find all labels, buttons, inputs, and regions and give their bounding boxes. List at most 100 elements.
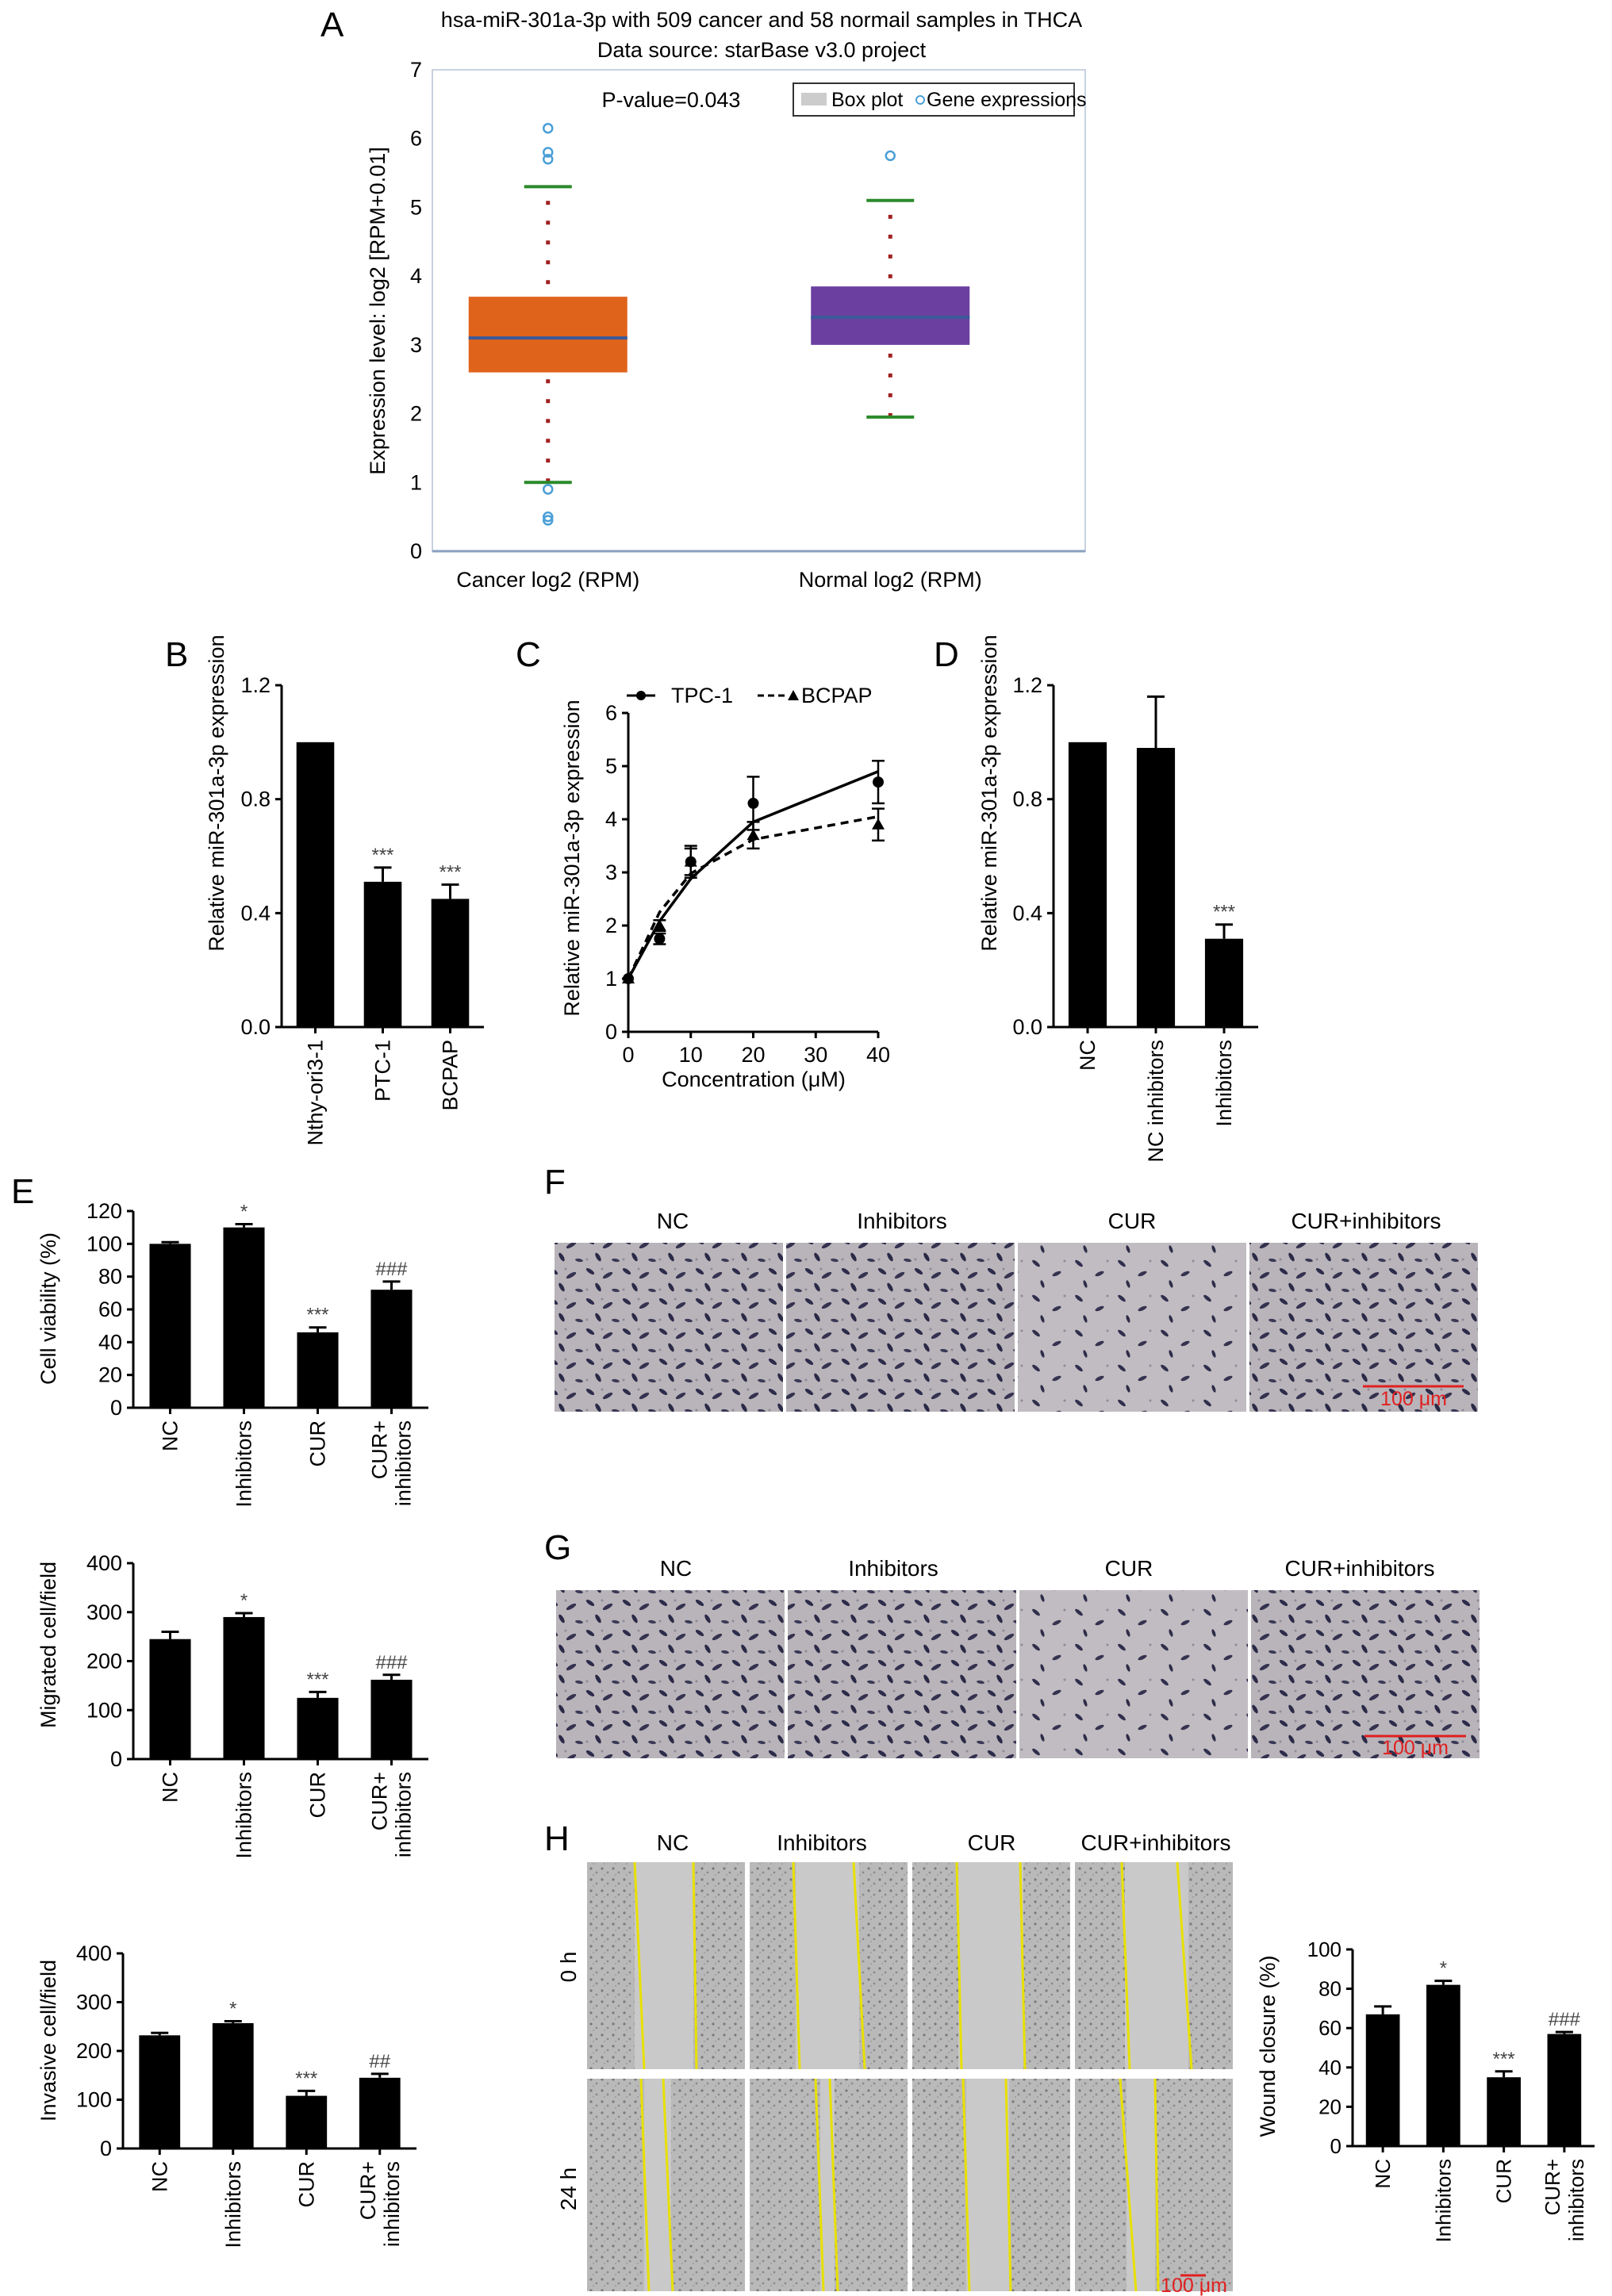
bcpap-point xyxy=(872,818,885,830)
legend-box-swatch xyxy=(801,93,827,105)
chart-e1-ylabel: Cell viability (%) xyxy=(36,1232,60,1385)
g-image-cur-inhibitors xyxy=(1251,1590,1480,1758)
significance-label: ## xyxy=(369,2051,390,2072)
chart-a-y-axis: 0 1 2 3 4 5 6 7 xyxy=(410,58,1085,563)
bar xyxy=(431,899,470,1027)
outlier-point xyxy=(543,515,554,526)
bar xyxy=(1068,742,1107,1027)
y-tick-label: 6 xyxy=(410,127,422,151)
bar xyxy=(1365,2014,1400,2146)
y-tick-label: 0.4 xyxy=(240,901,271,925)
y-tick-label: 0 xyxy=(110,1396,122,1420)
outlier-point xyxy=(885,150,896,162)
h-label-cur: CUR xyxy=(968,1830,1016,1855)
x-tick-label: 0 xyxy=(622,1043,634,1067)
x-tick-label: CUR xyxy=(306,1772,330,1819)
y-tick-label: 400 xyxy=(76,1941,112,1965)
x-tick-label: Nthy-ori3-1 xyxy=(304,1040,328,1146)
chart-d: 0.0 0.4 0.8 1.2 NC NC inhibitors *** Inhibitors xyxy=(1012,673,1258,1163)
significance-label: *** xyxy=(1213,902,1235,923)
outlier-point xyxy=(543,122,554,134)
bar xyxy=(212,2022,254,2148)
bar xyxy=(286,2095,328,2148)
x-tick-label: CUR xyxy=(306,1420,330,1467)
x-tick-label: NC xyxy=(1076,1040,1100,1071)
significance-label: ### xyxy=(1549,2009,1581,2030)
y-tick-label: 7 xyxy=(410,58,422,82)
chart-a-subtitle: Data source: starBase v3.0 project xyxy=(597,38,927,62)
panel-g-micrographs: NC Inhibitors CUR CUR+inhibitors 100 μm xyxy=(556,1556,1480,1759)
bcpap-point xyxy=(653,919,666,930)
chart-a-ylabel: Expression level: log2 [RPM+0.01] xyxy=(366,147,390,474)
y-tick-label: 0 xyxy=(110,1747,122,1771)
chart-c: 0 1 2 3 4 5 6 0 10 20 30 40 xyxy=(605,701,890,1067)
panel-label-e: E xyxy=(11,1172,34,1211)
panel-label-c: C xyxy=(516,635,541,674)
x-tick-label: Inhibitors xyxy=(232,1420,256,1508)
y-tick-label: 0.8 xyxy=(240,788,271,811)
y-tick-label: 100 xyxy=(1307,1938,1341,1961)
y-tick-label: 60 xyxy=(1318,2016,1341,2040)
h-label-inhibitors: Inhibitors xyxy=(777,1830,867,1855)
chart-h-wound: 0 20 40 60 80 100 NC * Inhibitors *** CUR ### CUR+ in… xyxy=(1307,1938,1595,2243)
h-row-0h: 0 h xyxy=(556,1952,581,1983)
chart-h-ylabel: Wound closure (%) xyxy=(1256,1955,1280,2137)
y-tick-label: 3 xyxy=(410,333,422,357)
tpc1-point xyxy=(873,776,884,788)
h-scale-label: 100 μm xyxy=(1161,2275,1227,2296)
bar xyxy=(1547,2033,1582,2146)
x-tick-label: NC xyxy=(159,1420,182,1451)
y-tick-label: 80 xyxy=(98,1265,122,1289)
x-tick-label: PTC-1 xyxy=(371,1040,395,1102)
legend-tpc1-marker xyxy=(636,691,646,700)
y-tick-label: 6 xyxy=(605,701,617,725)
x-tick-label: NC xyxy=(159,1772,182,1803)
y-tick-label: 300 xyxy=(76,1991,112,2014)
x-tick-label: Inhibitors xyxy=(1212,1040,1236,1127)
y-tick-label: 100 xyxy=(86,1698,122,1722)
bar xyxy=(1487,2077,1521,2146)
bar xyxy=(370,1290,413,1408)
y-tick-label: 0 xyxy=(100,2137,112,2160)
y-tick-label: 120 xyxy=(86,1199,122,1223)
significance-label: *** xyxy=(306,1305,328,1326)
significance-label: *** xyxy=(295,2068,317,2089)
y-tick-label: 100 xyxy=(76,2088,112,2112)
y-tick-label: 4 xyxy=(410,264,422,288)
chart-c-xlabel: Concentration (μM) xyxy=(662,1068,846,1091)
bar xyxy=(297,1697,339,1759)
y-tick-label: 2 xyxy=(605,914,617,937)
x-tick-label: 20 xyxy=(741,1043,765,1067)
y-tick-label: 20 xyxy=(1318,2095,1341,2118)
f-image-nc xyxy=(555,1243,783,1412)
significance-label: * xyxy=(240,1590,248,1612)
outlier-point xyxy=(543,484,554,495)
y-tick-label: 40 xyxy=(1318,2056,1341,2079)
significance-label: *** xyxy=(306,1669,328,1690)
bcpap-point xyxy=(684,855,697,867)
x-tick-label: inhibitors xyxy=(392,1772,416,1857)
x-tick-label: Normal log2 (RPM) xyxy=(799,568,982,592)
bar xyxy=(139,2035,181,2148)
x-tick-label: Inhibitors xyxy=(232,1772,256,1859)
y-tick-label: 400 xyxy=(86,1551,122,1575)
y-tick-label: 5 xyxy=(410,195,422,219)
f-scale-label: 100 μm xyxy=(1380,1388,1447,1410)
bar xyxy=(1426,1984,1460,2146)
panel-label-g: G xyxy=(544,1528,571,1567)
bar xyxy=(363,881,402,1027)
bar xyxy=(223,1227,265,1408)
x-tick-label: BCPAP xyxy=(439,1040,462,1111)
legend-box-plot: Box plot xyxy=(831,89,903,111)
chart-a-boxes: Cancer log2 (RPM) Normal log2 (RPM) xyxy=(456,122,982,592)
g-label-nc: NC xyxy=(660,1556,692,1581)
y-tick-label: 200 xyxy=(76,2039,112,2063)
legend-tpc1: TPC-1 xyxy=(671,684,733,707)
significance-label: * xyxy=(240,1202,248,1223)
bar xyxy=(297,1332,339,1408)
y-tick-label: 200 xyxy=(86,1650,122,1673)
chart-e-migration: 0 100 200 300 400 NC * Inhibitors *** CUR ### CUR+ i… xyxy=(86,1551,428,1859)
x-tick-label: Inhibitors xyxy=(1431,2159,1455,2243)
f-label-cur-inhibitors: CUR+inhibitors xyxy=(1291,1209,1441,1233)
